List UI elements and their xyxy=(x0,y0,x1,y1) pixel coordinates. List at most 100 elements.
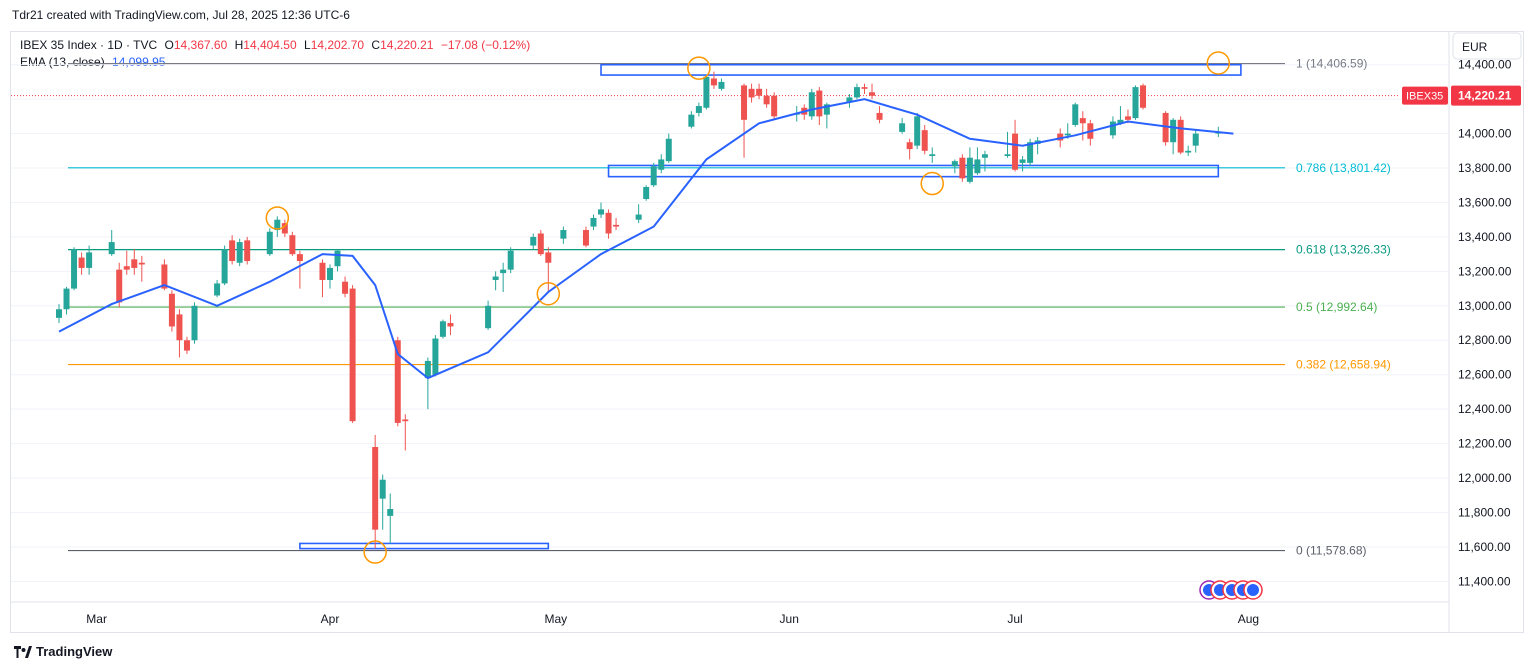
candle-down xyxy=(861,83,868,94)
candle-down xyxy=(131,248,138,275)
candle-up xyxy=(560,226,567,244)
candle-down xyxy=(244,236,251,265)
ema-legend[interactable]: EMA (13, close) 14,099.95 xyxy=(20,55,165,69)
fib-level-label: 1 (14,406.59) xyxy=(1296,57,1367,71)
candle-body xyxy=(869,92,876,96)
range-boxes xyxy=(299,63,1242,550)
candle-body xyxy=(183,340,190,351)
candle-body xyxy=(861,87,868,89)
candle-body xyxy=(545,252,552,263)
candle-up xyxy=(899,118,906,134)
candle-body xyxy=(492,276,499,280)
tradingview-brand[interactable]: TradingView xyxy=(36,644,113,659)
candle-down xyxy=(921,124,928,155)
candle-body xyxy=(379,479,386,499)
ema-line xyxy=(58,98,1234,380)
candle-down xyxy=(1079,111,1086,141)
candle-up xyxy=(981,150,988,172)
candle-up xyxy=(688,111,695,129)
price-label: IBEX35 14,220.21 xyxy=(1402,85,1521,106)
range-box xyxy=(607,164,1220,178)
symbol-legend[interactable]: IBEX 35 Index · 1D · TVC O14,367.60 H14,… xyxy=(20,38,530,52)
candle-body xyxy=(229,240,236,262)
candle-body xyxy=(138,262,145,265)
currency-button[interactable]: EUR xyxy=(1452,32,1522,60)
x-tick-label: Jun xyxy=(780,612,799,626)
candle-down xyxy=(876,106,883,124)
candle-body xyxy=(1057,133,1064,141)
y-tick-label: 14,400.00 xyxy=(1458,58,1512,72)
footer[interactable]: TradingView xyxy=(14,644,112,659)
candle-up xyxy=(492,271,499,291)
candle-body xyxy=(123,266,130,270)
candle-up xyxy=(485,300,492,330)
candles xyxy=(56,71,1222,549)
candle-body xyxy=(959,157,966,179)
candle-up xyxy=(424,357,431,410)
candle-down xyxy=(342,276,349,298)
candle-body xyxy=(131,259,138,268)
open-label: O xyxy=(164,38,174,52)
candle-body xyxy=(613,224,620,227)
open-value: 14,367.60 xyxy=(173,38,228,52)
candle-body xyxy=(921,130,928,151)
candle-body xyxy=(560,230,567,239)
candle-up xyxy=(379,474,386,530)
range-box xyxy=(600,63,1242,76)
candle-body xyxy=(1004,154,1011,156)
candle-down xyxy=(1140,83,1147,110)
candle-body xyxy=(974,159,981,174)
fib-level-label: 0.382 (12,658.94) xyxy=(1296,358,1391,372)
candle-body xyxy=(598,209,605,215)
candle-body xyxy=(966,157,973,182)
candle-body xyxy=(816,90,823,117)
candle-up xyxy=(1109,116,1116,139)
chart-frame xyxy=(10,31,1524,633)
highlight-circle xyxy=(363,540,387,564)
event-markers[interactable] xyxy=(1199,580,1263,600)
candle-body xyxy=(718,81,725,89)
candle-down xyxy=(756,83,763,100)
candle-up xyxy=(974,147,981,175)
tradingview-logo-icon[interactable] xyxy=(14,645,32,658)
event-marker-icon[interactable] xyxy=(1243,580,1263,600)
candle-down xyxy=(296,250,303,289)
low-label: L xyxy=(304,38,311,52)
time-axis[interactable]: Mar Apr May Jun Jul Aug xyxy=(11,601,1449,626)
ema-polyline xyxy=(58,98,1234,380)
candle-body xyxy=(349,288,356,422)
x-tick-label: Mar xyxy=(86,612,107,626)
fib-level-label: 0.786 (13,801.42) xyxy=(1296,161,1391,175)
candle-body xyxy=(590,217,597,227)
candle-up xyxy=(432,335,439,377)
highlight-circle xyxy=(1206,51,1231,75)
candle-body xyxy=(236,242,243,263)
candle-up xyxy=(929,147,936,163)
candle-down xyxy=(771,92,778,120)
candle-up xyxy=(1072,102,1079,127)
candle-body xyxy=(71,248,78,289)
candle-up xyxy=(914,112,921,150)
candle-body xyxy=(334,250,341,267)
candle-up xyxy=(643,185,650,201)
candle-body xyxy=(500,269,507,274)
candle-body xyxy=(176,314,183,341)
candle-down xyxy=(183,336,190,355)
candle-body xyxy=(319,262,326,280)
candle-down xyxy=(605,209,612,239)
currency-box[interactable] xyxy=(1452,32,1522,60)
y-tick-label: 11,800.00 xyxy=(1458,505,1511,519)
candle-body xyxy=(1012,133,1019,170)
candle-body xyxy=(402,419,409,422)
candle-body xyxy=(741,85,748,120)
x-tick-label: Apr xyxy=(321,612,340,626)
candle-body xyxy=(1079,118,1086,124)
ema-label: EMA (13, close) xyxy=(20,55,105,69)
candle-down xyxy=(816,87,823,125)
price-axis[interactable]: 14,400.0014,200.0014,000.0013,800.0013,6… xyxy=(1448,32,1512,632)
highlight-circle xyxy=(536,282,561,306)
candle-body xyxy=(1019,159,1026,163)
candle-up xyxy=(650,162,657,187)
highlight-circle xyxy=(920,171,944,196)
